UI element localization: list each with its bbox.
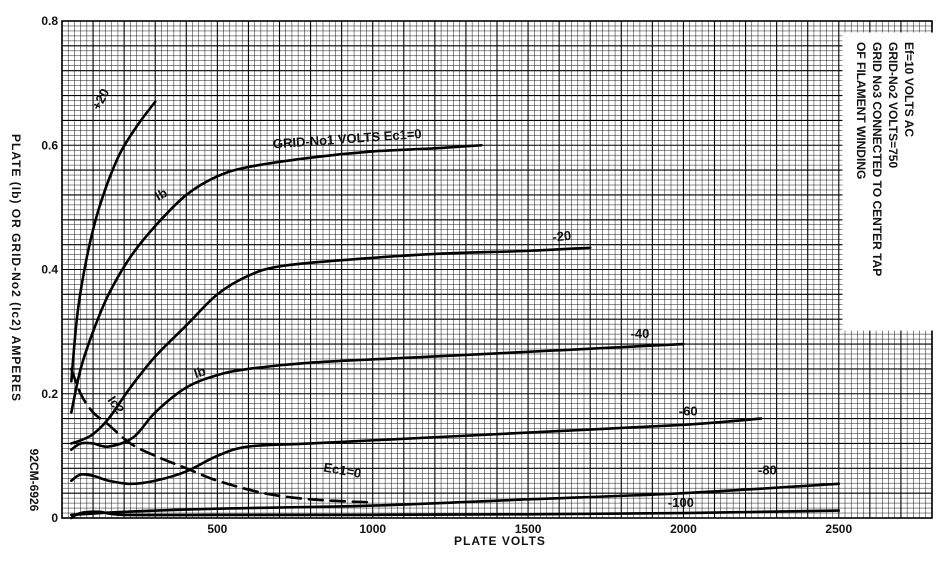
series-line-ec1-4 <box>70 417 763 486</box>
series-label: -20 <box>552 228 572 245</box>
series-label: -60 <box>679 403 698 418</box>
series-label: -100 <box>668 495 694 510</box>
y-tick-label: 0.2 <box>41 387 58 401</box>
x-tick-label: 500 <box>207 522 227 536</box>
y-axis-title: PLATE (Ib) OR GRID-No2 (Ic2) AMPERES <box>9 134 23 402</box>
series-line-ec1-3 <box>70 342 685 451</box>
series-line-ec1-2 <box>70 246 592 445</box>
condition-note-4: OF FILAMENT WINDING <box>854 42 868 179</box>
series-label: -40 <box>631 326 650 341</box>
x-tick-label: 2500 <box>825 522 852 536</box>
x-tick-label: 1000 <box>359 522 386 536</box>
curve-annotation: Ec1=0 <box>322 460 362 481</box>
series-label: -80 <box>758 463 777 478</box>
x-tick-label: 2000 <box>670 522 697 536</box>
curve-annotation: Ib <box>192 363 208 381</box>
series-line-ec1-0 <box>70 100 157 383</box>
chart-ticks: 500 1000 1500 2000 2500 0 0.2 0.4 0.6 0.8 <box>41 14 852 536</box>
series-line-ec1-6 <box>70 509 841 520</box>
conditions-box: Ef=10 VOLTS AC GRID-No2 VOLTS=750 GRID N… <box>842 32 934 331</box>
x-tick-label: 1500 <box>515 522 542 536</box>
chart-curves <box>70 100 841 520</box>
series-line-ec1-1 <box>70 143 483 414</box>
condition-note-2: GRID-No2 VOLTS=750 <box>886 42 900 168</box>
y-tick-label: 0.8 <box>41 14 58 28</box>
series-line-ec1-5 <box>70 482 841 517</box>
y-tick-label: 0 <box>51 511 58 525</box>
series-line-ic2 <box>70 367 375 504</box>
y-tick-label: 0.6 <box>41 138 58 152</box>
condition-note-1: Ef=10 VOLTS AC <box>902 42 916 137</box>
x-axis-title: PLATE VOLTS <box>454 534 546 548</box>
condition-note-3: GRID No3 CONNECTED TO CENTER TAP <box>870 42 884 276</box>
chart-grid <box>61 20 933 519</box>
y-tick-label: 0.4 <box>41 263 58 277</box>
figure-code: 92CM-6926 <box>27 449 41 512</box>
